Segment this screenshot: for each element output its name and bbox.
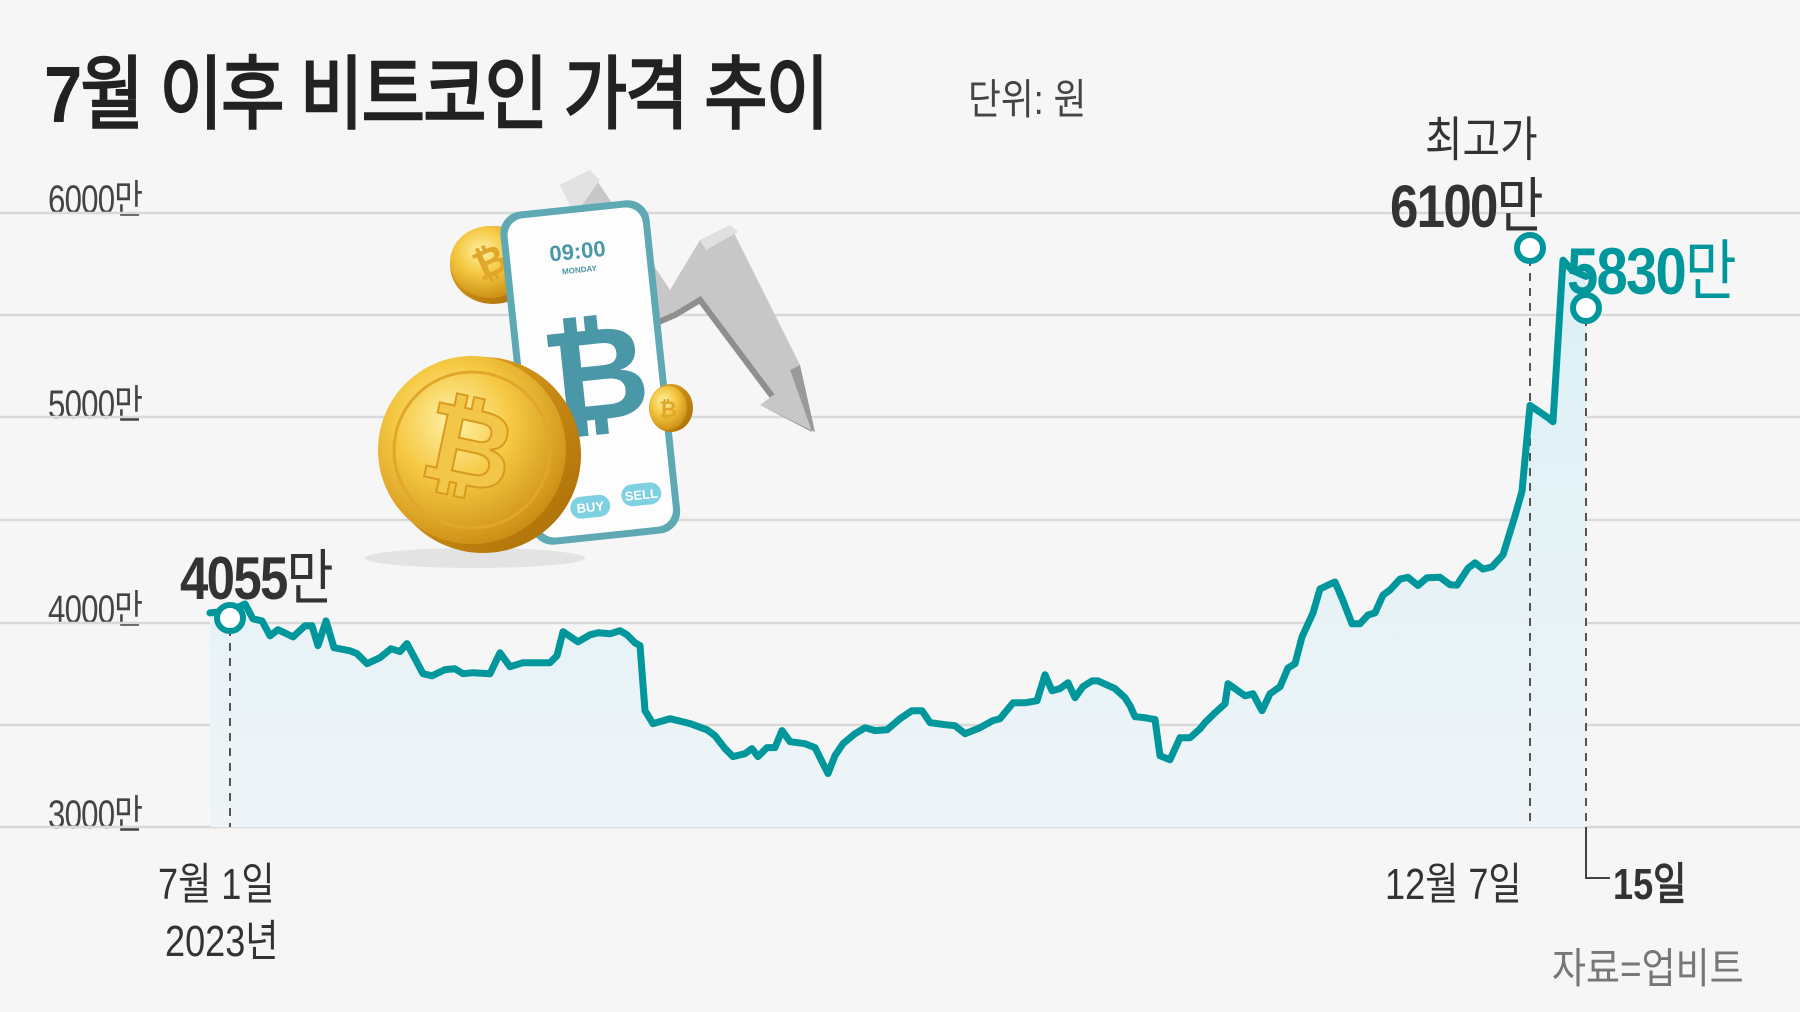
peak-caption: 최고가 xyxy=(1425,114,1538,167)
end-point-marker xyxy=(1570,292,1602,324)
end-value-label: 5830만 xyxy=(1567,234,1737,308)
buy-button-illustration: BUY xyxy=(576,498,605,516)
y-tick-4000: 4000만 xyxy=(48,588,143,632)
bitcoin-coin-large-icon: ₿ xyxy=(365,356,585,568)
source-label: 자료=업비트 xyxy=(1552,945,1744,992)
peak-value-label: 6100만 xyxy=(1390,173,1544,240)
price-line xyxy=(206,256,1590,778)
start-point-marker xyxy=(214,602,246,634)
phone-time: 09:00 xyxy=(548,236,607,267)
x-label-end-date: 15일 xyxy=(1613,860,1687,909)
y-tick-3000: 3000만 xyxy=(48,793,143,837)
peak-point-marker xyxy=(1514,232,1546,264)
x-label-start-year: 2023년 xyxy=(165,917,279,966)
end-date-connector xyxy=(1585,827,1610,879)
price-area xyxy=(210,260,1586,828)
y-tick-6000: 6000만 xyxy=(48,178,143,222)
chart-title: 7월 이후 비트코인 가격 추이 xyxy=(44,50,829,139)
y-tick-5000: 5000만 xyxy=(48,383,143,427)
svg-text:₿: ₿ xyxy=(659,397,677,422)
phone-day: MONDAY xyxy=(562,264,598,277)
x-label-start-date: 7월 1일 xyxy=(158,860,275,909)
unit-label: 단위: 원 xyxy=(968,76,1087,123)
x-label-peak-date: 12월 7일 xyxy=(1385,860,1522,909)
sell-button-illustration: SELL xyxy=(624,486,659,504)
start-value-label: 4055만 xyxy=(180,545,334,612)
bitcoin-coin-tiny-icon: ₿ xyxy=(649,384,693,432)
